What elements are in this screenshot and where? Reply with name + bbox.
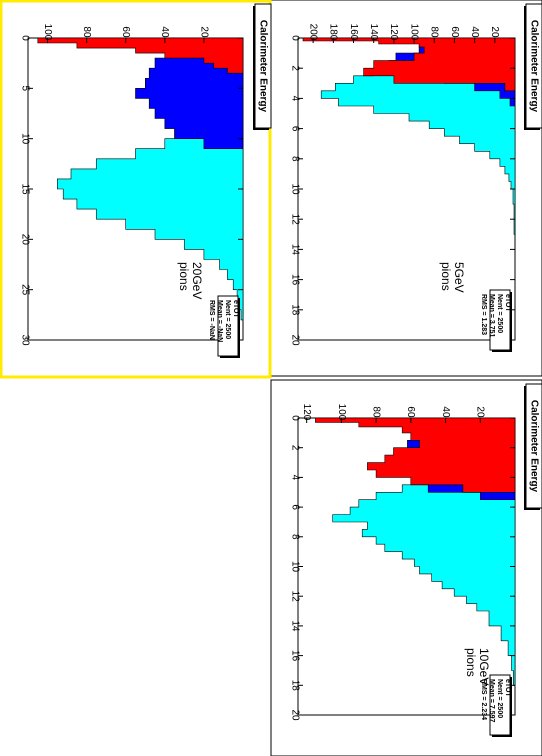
y-tick-label: 180 [328, 24, 339, 41]
y-tick-label: 100 [42, 24, 53, 41]
x-tick-label: 16 [289, 274, 300, 286]
stats-mean: Mean = 3.751 [488, 294, 495, 337]
annotation-0: 5GeV [452, 262, 466, 293]
x-tick-label: 8 [289, 156, 300, 162]
x-tick-label: 10 [289, 183, 300, 195]
stats-mean: Mean = 7.597 [488, 679, 495, 722]
title-box [525, 3, 542, 129]
x-tick-label: 0 [289, 415, 300, 421]
stats-rms: RMS = 2.234 [480, 679, 487, 720]
stats-entries: Nent = 2500 [496, 294, 503, 333]
annotation-1: pions [177, 262, 191, 291]
y-tick-label: 120 [388, 24, 399, 41]
y-tick-label: 100 [336, 404, 347, 421]
title-box [254, 3, 272, 129]
stats-box [489, 289, 511, 351]
x-tick-label: 12 [289, 214, 300, 226]
y-tick-label: 40 [469, 26, 480, 38]
y-tick-label: 120 [301, 404, 312, 421]
series-had [315, 417, 516, 493]
x-tick-label: 10 [289, 561, 300, 573]
x-tick-label: 4 [289, 475, 300, 481]
x-tick-label: 8 [289, 534, 300, 540]
x-tick-label: 18 [289, 680, 300, 692]
x-tick-label: 12 [289, 591, 300, 603]
stats-rms: RMS = 1.283 [480, 294, 487, 335]
annotation-1: pions [439, 262, 453, 291]
y-tick-label: 80 [429, 26, 440, 38]
y-tick-label: 100 [408, 24, 419, 41]
x-tick-label: 20 [289, 334, 300, 346]
y-tick-label: 20 [475, 406, 486, 418]
stats-name: eTOT [504, 294, 511, 312]
x-tick-label: 25 [19, 284, 30, 296]
stats-name: eTOT [504, 679, 511, 697]
annotation-1: pions [464, 648, 478, 677]
stats-rms: RMS = -NaN [208, 300, 215, 340]
series-had [302, 37, 516, 92]
y-tick-label: 40 [440, 406, 451, 418]
stats-name: eTOT [232, 300, 239, 318]
stats-box [217, 295, 239, 357]
y-tick-label: 60 [120, 26, 131, 38]
y-tick-label: 20 [489, 26, 500, 38]
series-had [37, 37, 244, 74]
y-tick-label: 60 [405, 406, 416, 418]
stats-entries: Nent = 2500 [496, 679, 503, 718]
y-tick-label: 160 [348, 24, 359, 41]
x-tick-label: 6 [289, 126, 300, 132]
x-tick-label: 5 [19, 86, 30, 92]
y-tick-label: 140 [368, 24, 379, 41]
pad-5gev[interactable]: 0 2 4 6 8 10 12 14 16 18 20 20 40 60 80 100 120 140 160 180… [270, 0, 542, 377]
y-tick-label: 200 [307, 24, 318, 41]
x-tick-label: 16 [289, 650, 300, 662]
pad-20gev[interactable]: 0 5 10 15 20 25 30 20 40 60 80 100 Calorimeter Energ… [0, 0, 272, 379]
x-tick-label: 14 [289, 620, 300, 632]
stats-box [489, 674, 511, 736]
x-tick-label: 15 [19, 183, 30, 195]
chart-title: Calorimeter Energy [528, 20, 539, 113]
x-tick-label: 14 [289, 244, 300, 256]
x-tick-label: 30 [19, 334, 30, 346]
y-tick-label: 40 [159, 26, 170, 38]
chart-title: Calorimeter Energy [257, 20, 268, 113]
title-box [525, 383, 542, 509]
x-tick-label: 2 [289, 65, 300, 71]
x-tick-label: 20 [19, 234, 30, 246]
y-tick-label: 60 [449, 26, 460, 38]
x-tick-label: 2 [289, 445, 300, 451]
stats-mean: Mean = -NaN [216, 300, 223, 342]
annotation-0: 20GeV [190, 262, 204, 299]
chart-title: Calorimeter Energy [528, 400, 539, 493]
x-tick-label: 20 [289, 709, 300, 721]
y-tick-label: 80 [81, 26, 92, 38]
x-tick-label: 10 [19, 133, 30, 145]
annotation-0: 10GeV [477, 648, 491, 685]
y-tick-label: 80 [370, 406, 381, 418]
pad-10gev[interactable]: 0 2 4 6 8 10 12 14 16 18 20 20 40 60 80 100 120 Calorimet… [270, 379, 542, 756]
y-tick-label: 20 [198, 26, 209, 38]
x-tick-label: 0 [289, 35, 300, 41]
x-tick-label: 18 [289, 304, 300, 316]
x-tick-label: 0 [19, 35, 30, 41]
x-tick-label: 4 [289, 96, 300, 102]
x-tick-label: 6 [289, 504, 300, 510]
stats-entries: Nent = 2500 [224, 300, 231, 339]
